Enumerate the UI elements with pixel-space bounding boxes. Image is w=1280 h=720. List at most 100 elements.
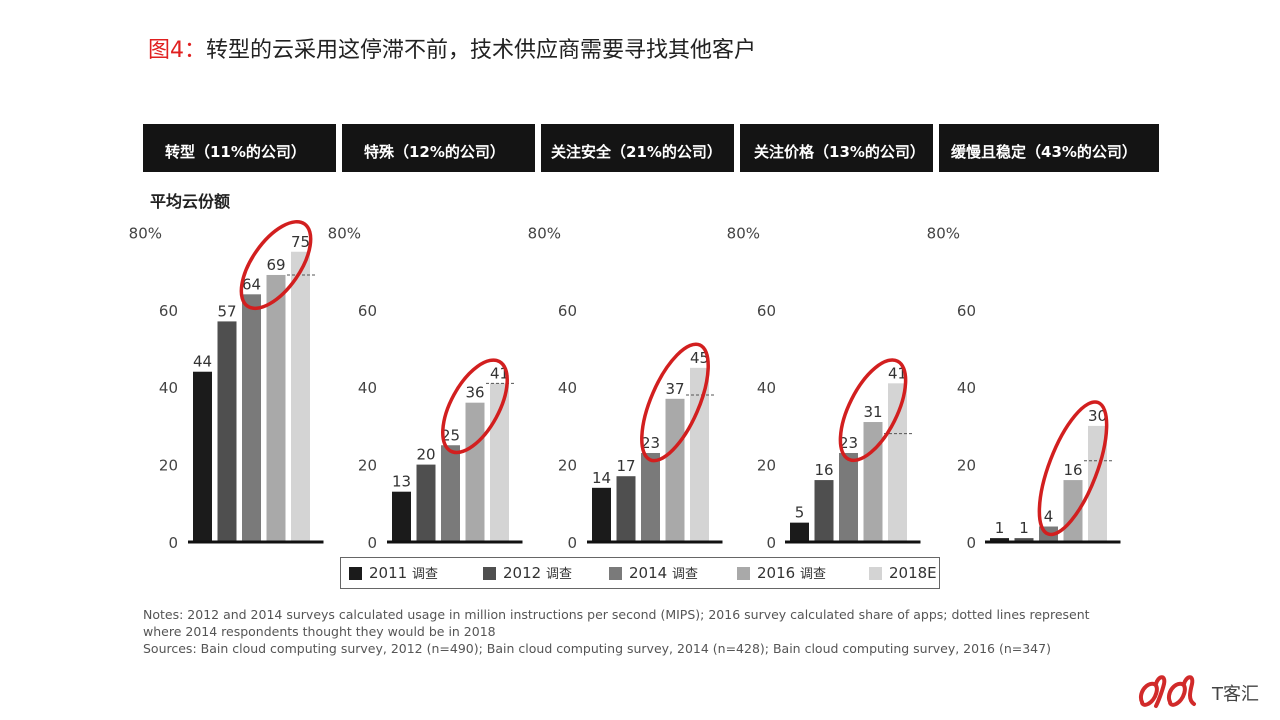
legend-swatch: [349, 567, 362, 580]
bar-value-label: 64: [242, 275, 261, 293]
bar-value-label: 30: [1088, 407, 1107, 425]
bar: [690, 367, 709, 542]
y-tick-label: 40: [159, 379, 178, 397]
bar-value-label: 31: [863, 403, 882, 421]
bar-value-label: 14: [592, 469, 611, 487]
y-tick-label: 60: [957, 302, 976, 320]
page-title: 图4：转型的云采用这停滞不前，技术供应商需要寻找其他客户: [148, 32, 756, 64]
bar: [1014, 538, 1034, 542]
bar-value-label: 16: [814, 461, 833, 479]
panel-header-2: 特殊（12%的公司）: [342, 124, 535, 172]
legend-year: 2016: [757, 564, 796, 582]
y-tick-label: 0: [367, 534, 377, 552]
panel-header-label: 关注价格（13%的公司）: [754, 143, 925, 161]
bar-value-label: 69: [266, 256, 285, 274]
bar-value-label: 36: [465, 384, 484, 402]
bar: [641, 452, 660, 542]
y-tick-label: 0: [966, 534, 976, 552]
panel-header-label: 转型（11%的公司）: [165, 143, 306, 161]
bar: [416, 464, 436, 542]
legend-suffix: 调查: [545, 567, 572, 582]
y-tick-label: 80%: [528, 224, 561, 242]
bar: [217, 321, 237, 542]
legend-suffix: 调查: [799, 567, 826, 582]
y-tick-label: 20: [757, 457, 776, 475]
bar: [863, 422, 883, 542]
panel-header-5: 缓慢且稳定（43%的公司）: [939, 124, 1159, 172]
bar-value-label: 44: [193, 353, 212, 371]
y-tick-label: 60: [159, 302, 178, 320]
bar: [990, 538, 1009, 542]
title-prefix: 图4：: [148, 38, 206, 63]
highlight-ellipse: [441, 358, 509, 455]
bar-value-label: 25: [441, 426, 460, 444]
bar-value-label: 20: [416, 446, 435, 464]
bar: [465, 402, 485, 542]
panel-header-1: 转型（11%的公司）: [143, 124, 336, 172]
highlight-ellipse: [838, 358, 908, 463]
y-tick-label: 80%: [727, 224, 760, 242]
bar-value-label: 5: [795, 504, 805, 522]
panel-header-3: 关注安全（21%的公司）: [541, 124, 734, 172]
y-tick-label: 20: [358, 457, 377, 475]
chart-panel-1: 0 20 40 60 80% 44 57 64 69 75: [129, 220, 324, 552]
bar-value-label: 37: [665, 380, 684, 398]
bar: [888, 383, 907, 542]
bar: [592, 487, 611, 542]
bar: [839, 452, 858, 542]
y-tick-label: 0: [766, 534, 776, 552]
bar: [266, 274, 286, 542]
y-tick-label: 80%: [129, 224, 162, 242]
legend-year: 2018E: [889, 564, 937, 582]
y-tick-label: 20: [957, 457, 976, 475]
y-tick-label: 40: [757, 379, 776, 397]
legend-swatch: [609, 567, 622, 580]
y-tick-label: 80%: [328, 224, 361, 242]
bar-value-label: 57: [217, 302, 236, 320]
legend-suffix: 调查: [671, 567, 698, 582]
legend-swatch: [483, 567, 496, 580]
bar-value-label: 1: [1019, 519, 1029, 537]
y-tick-label: 20: [558, 457, 577, 475]
highlight-ellipse: [239, 220, 313, 311]
legend-swatch: [737, 567, 750, 580]
panel-header-label: 缓慢且稳定（43%的公司）: [951, 143, 1137, 161]
chart-panel-3: 0 20 40 60 80% 14 17 23 37 45: [528, 224, 723, 552]
brand-logo-icon: [1139, 675, 1196, 708]
bar-value-label: 45: [690, 349, 709, 367]
highlight-ellipse: [640, 342, 710, 463]
bar: [790, 522, 809, 542]
bar: [814, 480, 834, 542]
brand-logo-text: T客汇: [1212, 684, 1259, 705]
bar-value-label: 13: [392, 473, 411, 491]
y-tick-label: 60: [558, 302, 577, 320]
bar-value-label: 17: [616, 457, 635, 475]
y-tick-label: 20: [159, 457, 178, 475]
bar-value-label: 16: [1063, 461, 1082, 479]
panel-header-label: 特殊（12%的公司）: [364, 143, 505, 161]
legend-year: 2011: [369, 564, 408, 582]
y-tick-label: 40: [558, 379, 577, 397]
bar: [441, 445, 460, 542]
bar-value-label: 4: [1044, 508, 1054, 526]
highlight-ellipse: [1037, 400, 1109, 537]
title-text: 转型的云采用这停滞不前，技术供应商需要寻找其他客户: [206, 38, 757, 63]
legend-suffix: 调查: [411, 567, 438, 582]
panel-header-4: 关注价格（13%的公司）: [740, 124, 933, 172]
y-tick-label: 60: [358, 302, 377, 320]
y-tick-label: 40: [358, 379, 377, 397]
y-axis-label: 平均云份额: [150, 192, 231, 211]
bar: [392, 491, 411, 542]
bar-value-label: 1: [995, 519, 1005, 537]
legend-year: 2012: [503, 564, 542, 582]
y-tick-label: 0: [567, 534, 577, 552]
notes: Notes: 2012 and 2014 surveys calculated …: [143, 606, 1103, 657]
bar: [193, 371, 212, 542]
bar: [616, 476, 636, 542]
sources-line: Sources: Bain cloud computing survey, 20…: [143, 641, 1051, 656]
notes-line: Notes: 2012 and 2014 surveys calculated …: [143, 607, 1090, 639]
bar-value-label: 23: [641, 434, 660, 452]
